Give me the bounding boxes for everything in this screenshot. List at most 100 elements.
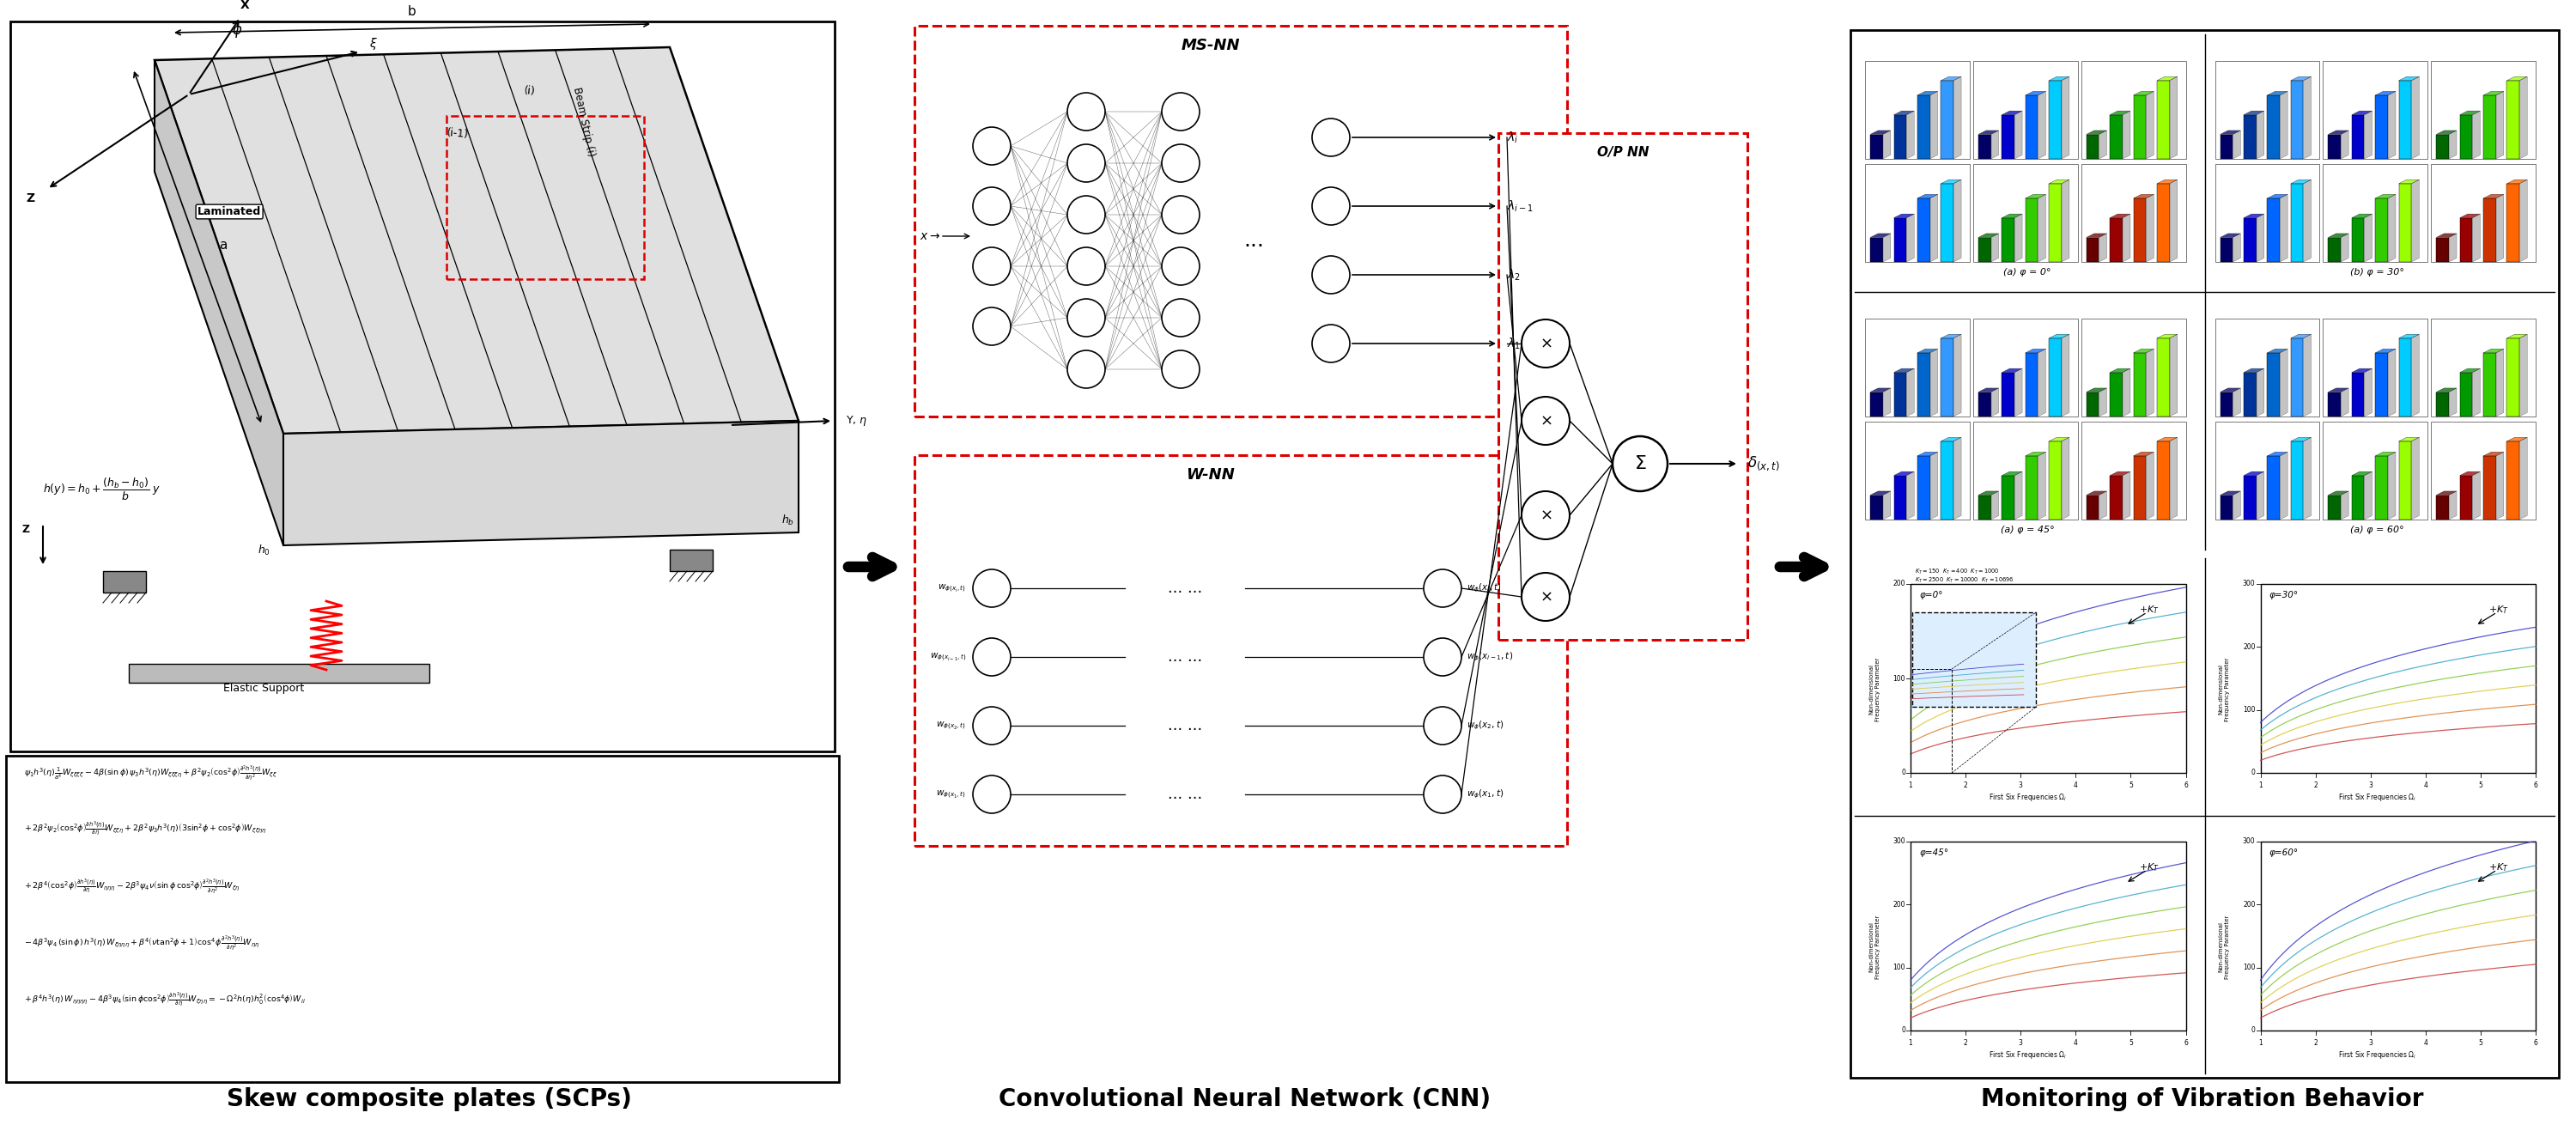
Polygon shape [2156, 334, 2177, 339]
Polygon shape [1978, 388, 1999, 392]
Bar [2267, 198, 2280, 262]
Polygon shape [2473, 111, 2481, 159]
Text: $h(y) = h_0 + \dfrac{(h_b - h_0)}{b}\ y$: $h(y) = h_0 + \dfrac{(h_b - h_0)}{b}\ y$ [44, 477, 162, 503]
Polygon shape [2257, 111, 2264, 159]
Bar [2329, 495, 2342, 520]
Bar [1865, 318, 1971, 416]
Polygon shape [2002, 214, 2022, 218]
Bar [1940, 183, 1953, 262]
Polygon shape [2365, 471, 2372, 520]
Polygon shape [2221, 234, 2241, 237]
Text: First Six Frequencies $\Omega_i$: First Six Frequencies $\Omega_i$ [2339, 792, 2416, 803]
Circle shape [974, 569, 1010, 608]
Bar [1973, 164, 2079, 262]
Text: 2: 2 [2313, 1040, 2318, 1047]
Polygon shape [1883, 234, 1891, 262]
Polygon shape [2233, 234, 2241, 262]
Text: Non-dimensional
Frequency Parameter: Non-dimensional Frequency Parameter [1868, 915, 1880, 979]
Polygon shape [2156, 438, 2177, 441]
Circle shape [1311, 325, 1350, 362]
Polygon shape [2014, 214, 2022, 262]
Polygon shape [2388, 91, 2396, 159]
Polygon shape [2496, 349, 2504, 416]
Polygon shape [2087, 388, 2107, 392]
Polygon shape [2002, 111, 2022, 115]
Polygon shape [2352, 214, 2372, 218]
Text: $+\,2\beta^2\psi_2\left(\cos^2\!\phi\right)\frac{\partial h^3(\eta)}{\partial\et: $+\,2\beta^2\psi_2\left(\cos^2\!\phi\rig… [23, 820, 268, 837]
Text: 1: 1 [2259, 1040, 2262, 1047]
Polygon shape [2038, 91, 2045, 159]
Text: $w_{\phi}(x_i,t)$: $w_{\phi}(x_i,t)$ [1466, 582, 1502, 594]
Polygon shape [2437, 388, 2458, 392]
Polygon shape [2014, 471, 2022, 520]
Bar [1893, 476, 1906, 520]
Text: 5: 5 [2128, 1040, 2133, 1047]
Bar [2460, 218, 2473, 262]
Bar [2156, 339, 2169, 416]
Polygon shape [1917, 452, 1937, 456]
Polygon shape [2483, 349, 2504, 353]
Polygon shape [155, 60, 283, 546]
Bar [2215, 61, 2318, 159]
Text: 3: 3 [2020, 1040, 2022, 1047]
Text: b: b [407, 6, 417, 18]
Bar [2215, 164, 2318, 262]
Bar [2375, 353, 2388, 416]
Polygon shape [2473, 471, 2481, 520]
Polygon shape [2365, 214, 2372, 262]
Polygon shape [2460, 471, 2481, 476]
Text: 2: 2 [1963, 1040, 1968, 1047]
Polygon shape [2233, 130, 2241, 159]
Polygon shape [2061, 180, 2069, 262]
Polygon shape [2123, 214, 2130, 262]
Polygon shape [1991, 234, 1999, 262]
Polygon shape [2437, 130, 2458, 134]
Polygon shape [2450, 130, 2458, 159]
Text: $w_{\phi(x_i,t)}$: $w_{\phi(x_i,t)}$ [938, 583, 966, 594]
Polygon shape [2123, 471, 2130, 520]
Polygon shape [2038, 195, 2045, 262]
Polygon shape [2483, 91, 2504, 96]
Text: Laminated: Laminated [198, 206, 260, 217]
Polygon shape [2303, 180, 2311, 262]
Polygon shape [2267, 349, 2287, 353]
Polygon shape [2244, 111, 2264, 115]
Polygon shape [1893, 369, 1914, 372]
Bar [1978, 392, 1991, 416]
Circle shape [1066, 248, 1105, 285]
Text: $w_{\phi}(x_2,t)$: $w_{\phi}(x_2,t)$ [1466, 720, 1504, 732]
Polygon shape [2169, 180, 2177, 262]
Polygon shape [2133, 91, 2154, 96]
Bar [1893, 218, 1906, 262]
Bar [2460, 115, 2473, 159]
Bar [2262, 584, 2535, 773]
Polygon shape [2460, 214, 2481, 218]
Text: 200: 200 [2244, 644, 2257, 650]
Bar [2087, 495, 2099, 520]
Bar [2460, 476, 2473, 520]
Polygon shape [2087, 492, 2107, 495]
Bar [2048, 339, 2061, 416]
Bar [1865, 61, 1971, 159]
Text: W-NN: W-NN [1188, 467, 1234, 483]
Text: 100: 100 [2244, 964, 2257, 971]
Bar [2133, 96, 2146, 159]
Text: Skew composite plates (SCPs): Skew composite plates (SCPs) [227, 1087, 631, 1112]
Bar [2324, 318, 2427, 416]
Text: (i): (i) [523, 84, 536, 97]
Polygon shape [1917, 91, 1937, 96]
Polygon shape [2169, 334, 2177, 416]
Bar [2460, 372, 2473, 416]
Polygon shape [2025, 452, 2045, 456]
Polygon shape [1940, 180, 1960, 183]
Text: 5: 5 [2478, 782, 2483, 790]
Polygon shape [1906, 471, 1914, 520]
Polygon shape [2290, 180, 2311, 183]
Text: First Six Frequencies $\Omega_i$: First Six Frequencies $\Omega_i$ [1989, 1050, 2066, 1061]
Circle shape [1162, 350, 1200, 388]
Text: $\lambda_i$: $\lambda_i$ [1507, 129, 1517, 145]
Circle shape [1066, 92, 1105, 130]
Bar [1911, 842, 2187, 1030]
Circle shape [1425, 569, 1461, 608]
Polygon shape [1917, 349, 1937, 353]
